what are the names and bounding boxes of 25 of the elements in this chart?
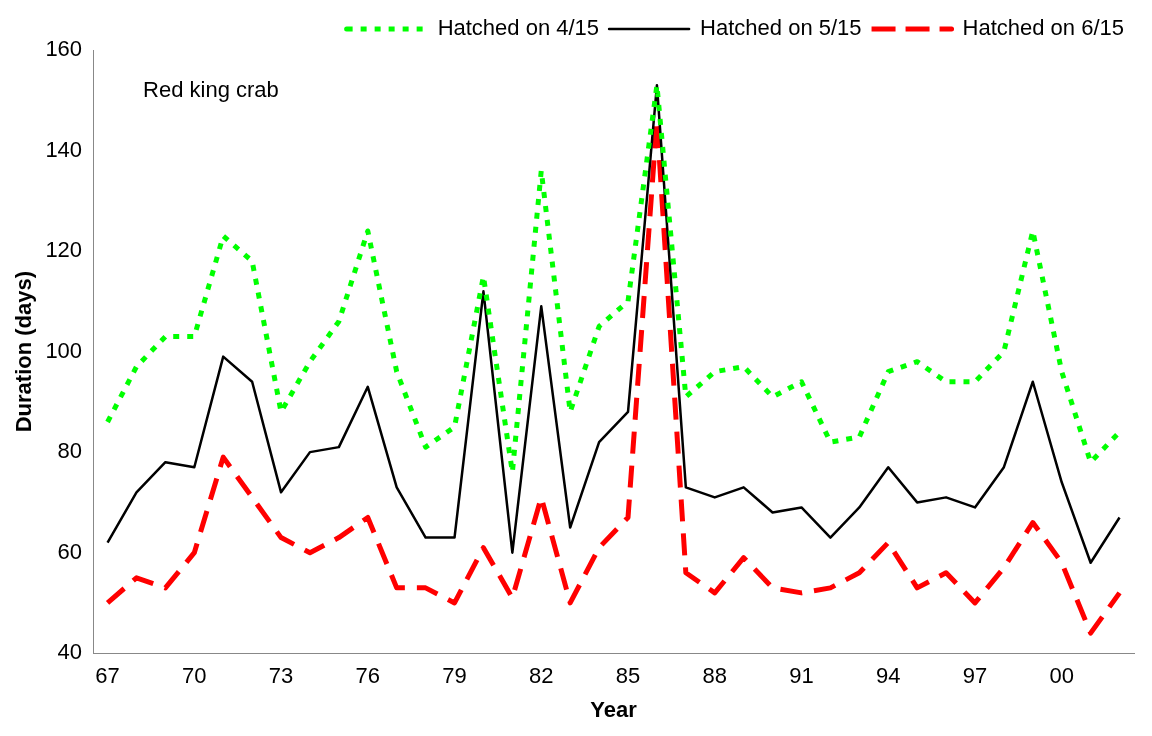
x-tick-label: 88	[702, 663, 727, 689]
y-tick-label: 100	[45, 337, 83, 363]
x-tick-label: 00	[1049, 663, 1074, 689]
x-tick-label: 73	[268, 663, 294, 689]
legend-label: Hatched on 4/15	[437, 15, 600, 41]
legend-label: Hatched on 5/15	[700, 15, 862, 41]
y-tick-label: 140	[45, 136, 83, 162]
y-tick-label: 160	[45, 36, 83, 62]
y-tick-label: 40	[57, 639, 83, 665]
x-tick-label: 67	[95, 663, 120, 689]
y-axis-title: Duration (days)	[11, 270, 37, 433]
x-tick-label: 79	[442, 663, 467, 689]
x-tick-label: 70	[182, 663, 207, 689]
legend-label: Hatched on 6/15	[962, 15, 1125, 41]
x-axis-title: Year	[590, 696, 638, 722]
x-tick-label: 76	[355, 663, 381, 689]
x-tick-label: 91	[789, 663, 814, 689]
y-tick-label: 120	[45, 237, 83, 263]
annotation: Red king crab	[143, 77, 279, 103]
x-tick-label: 82	[529, 663, 554, 689]
y-tick-label: 60	[57, 538, 83, 564]
x-tick-label: 85	[615, 663, 641, 689]
y-tick-label: 80	[57, 438, 83, 464]
x-tick-label: 97	[962, 663, 988, 689]
x-tick-label: 94	[875, 663, 901, 689]
